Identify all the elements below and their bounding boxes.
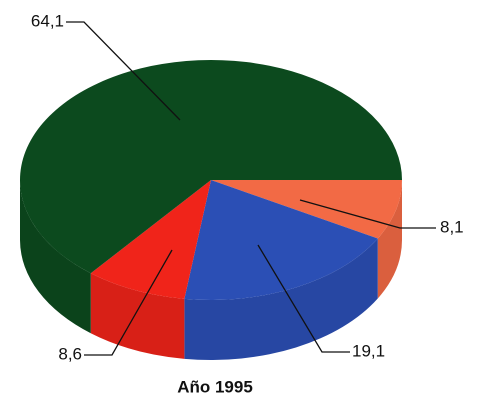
leader-line: [84, 249, 173, 356]
pie: [19, 60, 402, 360]
slice-side: [20, 180, 91, 334]
leader-line: [299, 199, 436, 229]
slice: [184, 180, 378, 300]
data-label: 64,1: [31, 11, 64, 30]
slice: [90, 180, 211, 299]
data-label: 8,6: [58, 344, 82, 363]
data-label: 8,1: [440, 217, 464, 236]
slice-side: [377, 180, 402, 299]
slice-side: [90, 273, 185, 359]
slice-side: [184, 238, 378, 360]
data-label: 19,1: [352, 341, 385, 360]
chart-title: Año 1995: [177, 377, 253, 396]
slice: [211, 180, 402, 239]
slice: [19, 60, 402, 274]
leader-line: [66, 21, 181, 121]
leader-line: [257, 244, 350, 353]
